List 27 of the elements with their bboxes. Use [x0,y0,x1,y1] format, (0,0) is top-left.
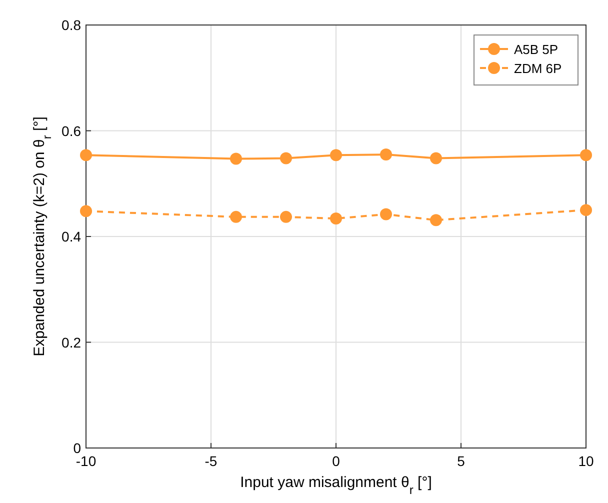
point [230,152,242,165]
point [280,210,292,223]
y-tick-label: 0.8 [62,17,82,33]
point [80,205,92,218]
point [280,152,292,164]
legend-label: ZDM 6P [514,61,562,76]
point [330,212,342,225]
x-tick-label: 10 [578,453,594,469]
x-tick-label: -10 [76,453,96,469]
y-tick-label: 0.2 [62,334,82,350]
point [430,214,442,226]
x-tick-label: 5 [457,453,466,469]
legend-label: A5B 5P [514,42,558,57]
y-tick-label: 0 [73,440,82,456]
point [230,210,242,223]
y-tick-label: 0.6 [62,122,82,139]
point [80,149,92,162]
x-axis-title: Input yaw misalignment θ$_{r}$ [°] [240,474,432,497]
y-tick-label: 0.4 [62,228,82,244]
point [380,208,392,220]
point [330,149,342,162]
x-tick-label: -5 [204,453,218,469]
point [580,204,592,216]
point [430,152,442,164]
point [380,148,392,161]
point [580,149,592,162]
x-tick-label: 0 [332,453,340,469]
